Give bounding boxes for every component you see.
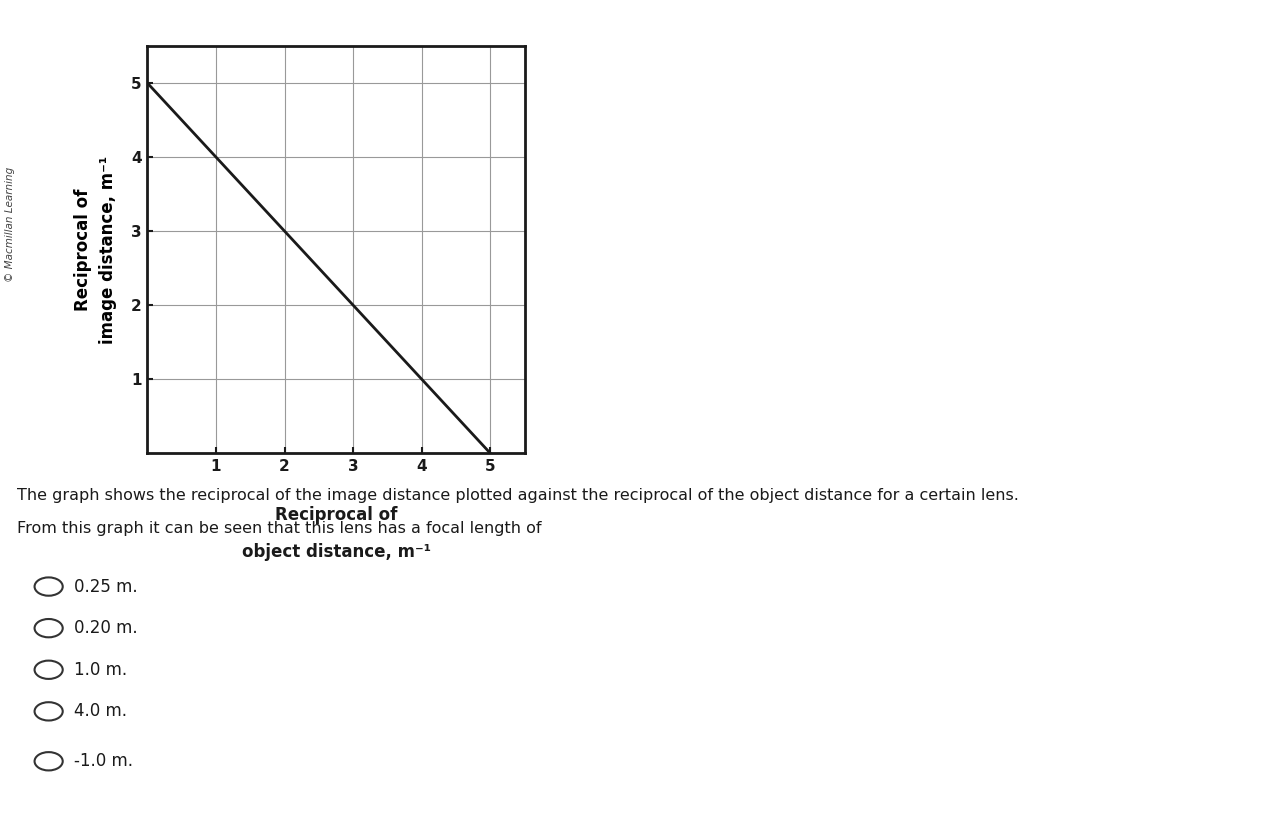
Text: 4.0 m.: 4.0 m. [74,702,127,721]
Text: 0.25 m.: 0.25 m. [74,577,138,596]
Text: object distance, m⁻¹: object distance, m⁻¹ [242,543,430,561]
Text: -1.0 m.: -1.0 m. [74,752,133,770]
Text: Reciprocal of: Reciprocal of [275,507,397,524]
Text: From this graph it can be seen that this lens has a focal length of: From this graph it can be seen that this… [17,521,541,536]
Text: © Macmillan Learning: © Macmillan Learning [5,167,15,282]
Text: The graph shows the reciprocal of the image distance plotted against the recipro: The graph shows the reciprocal of the im… [17,488,1019,503]
Y-axis label: Reciprocal of
image distance, m⁻¹: Reciprocal of image distance, m⁻¹ [74,156,116,344]
Text: 1.0 m.: 1.0 m. [74,661,128,679]
Text: 0.20 m.: 0.20 m. [74,619,138,637]
